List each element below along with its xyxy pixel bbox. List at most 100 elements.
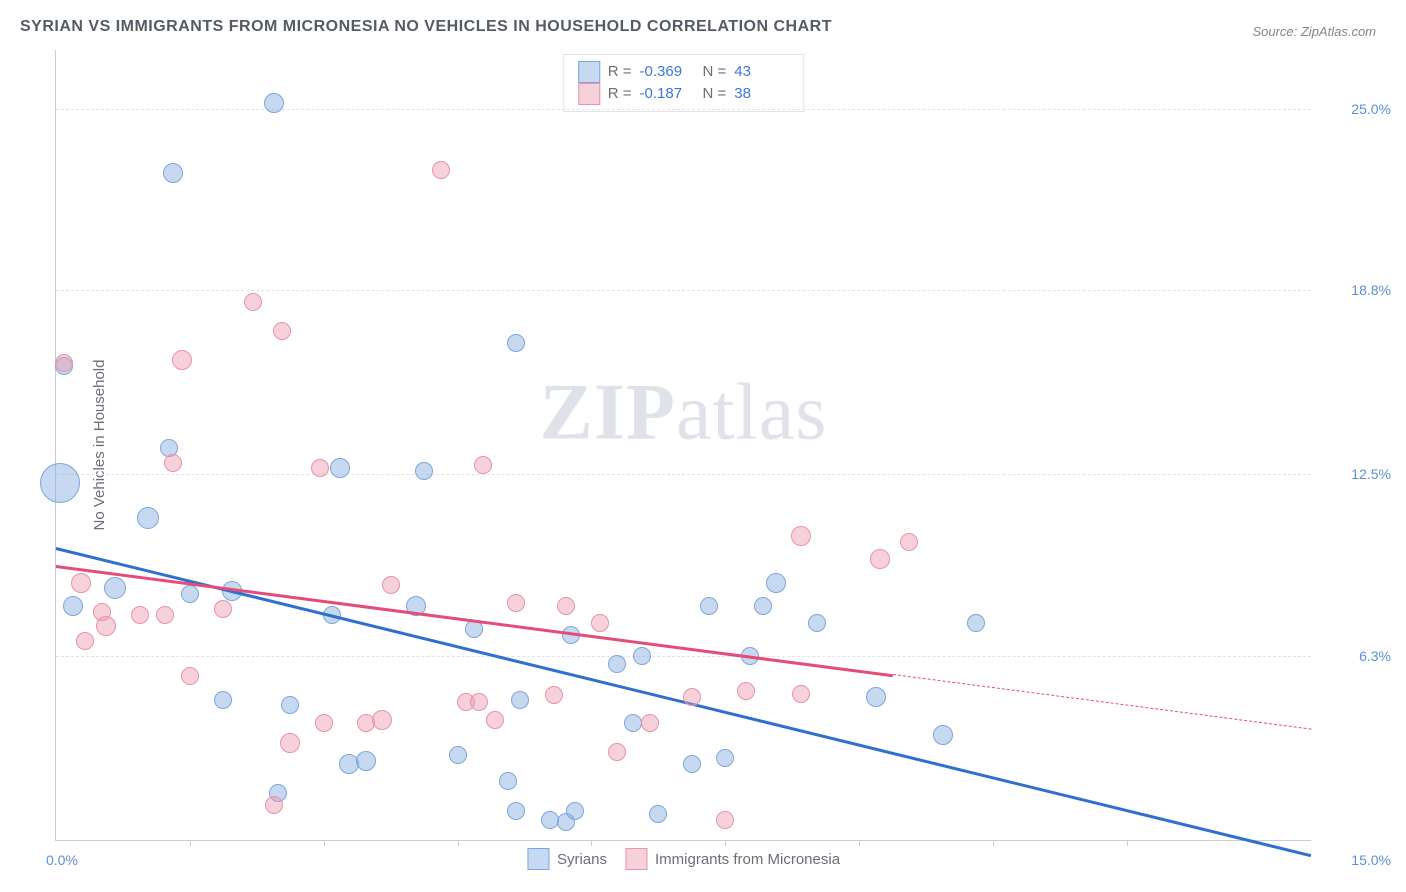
data-point-syrians: [633, 647, 651, 665]
y-tick-label: 18.8%: [1321, 282, 1391, 298]
data-point-syrians: [541, 811, 559, 829]
data-point-syrians: [608, 655, 626, 673]
data-point-micronesia: [244, 293, 262, 311]
legend-row: R =-0.369N =43: [578, 61, 790, 83]
data-point-micronesia: [372, 710, 392, 730]
x-tick-mark: [458, 840, 459, 846]
data-point-micronesia: [683, 688, 701, 706]
x-tick-mark: [190, 840, 191, 846]
data-point-micronesia: [474, 456, 492, 474]
data-point-syrians: [507, 334, 525, 352]
y-tick-label: 12.5%: [1321, 466, 1391, 482]
gridline: [56, 656, 1311, 657]
x-tick-mark: [859, 840, 860, 846]
legend-n-value: 43: [734, 61, 789, 83]
data-point-syrians: [40, 463, 80, 503]
x-tick-min: 0.0%: [46, 852, 78, 868]
legend-swatch: [578, 83, 600, 105]
trend-line: [56, 547, 1312, 857]
x-tick-mark: [1127, 840, 1128, 846]
data-point-syrians: [499, 772, 517, 790]
data-point-micronesia: [76, 632, 94, 650]
gridline: [56, 290, 1311, 291]
data-point-syrians: [137, 507, 159, 529]
data-point-micronesia: [71, 573, 91, 593]
legend-row: R =-0.187N =38: [578, 83, 790, 105]
gridline: [56, 109, 1311, 110]
x-tick-mark: [324, 840, 325, 846]
data-point-syrians: [808, 614, 826, 632]
chart-title: SYRIAN VS IMMIGRANTS FROM MICRONESIA NO …: [20, 18, 832, 36]
data-point-micronesia: [591, 614, 609, 632]
data-point-micronesia: [214, 600, 232, 618]
data-point-syrians: [716, 749, 734, 767]
legend-swatch: [578, 61, 600, 83]
data-point-syrians: [866, 687, 886, 707]
data-point-micronesia: [557, 597, 575, 615]
y-tick-label: 6.3%: [1321, 648, 1391, 664]
data-point-syrians: [104, 577, 126, 599]
data-point-syrians: [415, 462, 433, 480]
data-point-micronesia: [486, 711, 504, 729]
data-point-micronesia: [900, 533, 918, 551]
data-point-syrians: [700, 597, 718, 615]
legend-item: Syrians: [527, 848, 607, 870]
data-point-micronesia: [131, 606, 149, 624]
trend-line-extrapolated: [893, 674, 1311, 730]
legend-series-label: Immigrants from Micronesia: [655, 851, 840, 868]
legend-swatch: [527, 848, 549, 870]
data-point-syrians: [507, 802, 525, 820]
data-point-micronesia: [608, 743, 626, 761]
data-point-micronesia: [792, 685, 810, 703]
data-point-syrians: [449, 746, 467, 764]
data-point-syrians: [330, 458, 350, 478]
data-point-micronesia: [545, 686, 563, 704]
y-axis-label: No Vehicles in Household: [91, 360, 108, 531]
legend-n-label: N =: [703, 61, 727, 83]
series-legend: Syrians Immigrants from Micronesia: [527, 848, 840, 870]
data-point-micronesia: [432, 161, 450, 179]
x-tick-mark: [591, 840, 592, 846]
data-point-micronesia: [315, 714, 333, 732]
data-point-syrians: [754, 597, 772, 615]
source-label: Source: ZipAtlas.com: [1252, 24, 1376, 39]
data-point-micronesia: [716, 811, 734, 829]
data-point-micronesia: [507, 594, 525, 612]
data-point-micronesia: [164, 454, 182, 472]
watermark-atlas: atlas: [676, 369, 828, 457]
data-point-syrians: [356, 751, 376, 771]
data-point-syrians: [264, 93, 284, 113]
data-point-micronesia: [870, 549, 890, 569]
data-point-syrians: [649, 805, 667, 823]
gridline: [56, 474, 1311, 475]
data-point-syrians: [933, 725, 953, 745]
watermark: ZIPatlas: [540, 368, 828, 459]
data-point-micronesia: [641, 714, 659, 732]
data-point-syrians: [181, 585, 199, 603]
x-tick-mark: [993, 840, 994, 846]
data-point-micronesia: [791, 526, 811, 546]
legend-swatch: [625, 848, 647, 870]
data-point-syrians: [766, 573, 786, 593]
data-point-syrians: [281, 696, 299, 714]
data-point-micronesia: [265, 796, 283, 814]
data-point-micronesia: [55, 354, 73, 372]
data-point-micronesia: [273, 322, 291, 340]
y-tick-label: 25.0%: [1321, 101, 1391, 117]
data-point-syrians: [566, 802, 584, 820]
data-point-micronesia: [311, 459, 329, 477]
data-point-syrians: [624, 714, 642, 732]
scatter-plot: No Vehicles in Household ZIPatlas 0.0% 1…: [55, 50, 1311, 841]
data-point-syrians: [511, 691, 529, 709]
data-point-micronesia: [737, 682, 755, 700]
legend-n-label: N =: [703, 83, 727, 105]
data-point-micronesia: [382, 576, 400, 594]
legend-item: Immigrants from Micronesia: [625, 848, 840, 870]
legend-r-value: -0.369: [640, 61, 695, 83]
x-tick-max: 15.0%: [1351, 852, 1391, 868]
legend-series-label: Syrians: [557, 851, 607, 868]
legend-r-label: R =: [608, 83, 632, 105]
data-point-micronesia: [470, 693, 488, 711]
data-point-syrians: [214, 691, 232, 709]
data-point-micronesia: [172, 350, 192, 370]
